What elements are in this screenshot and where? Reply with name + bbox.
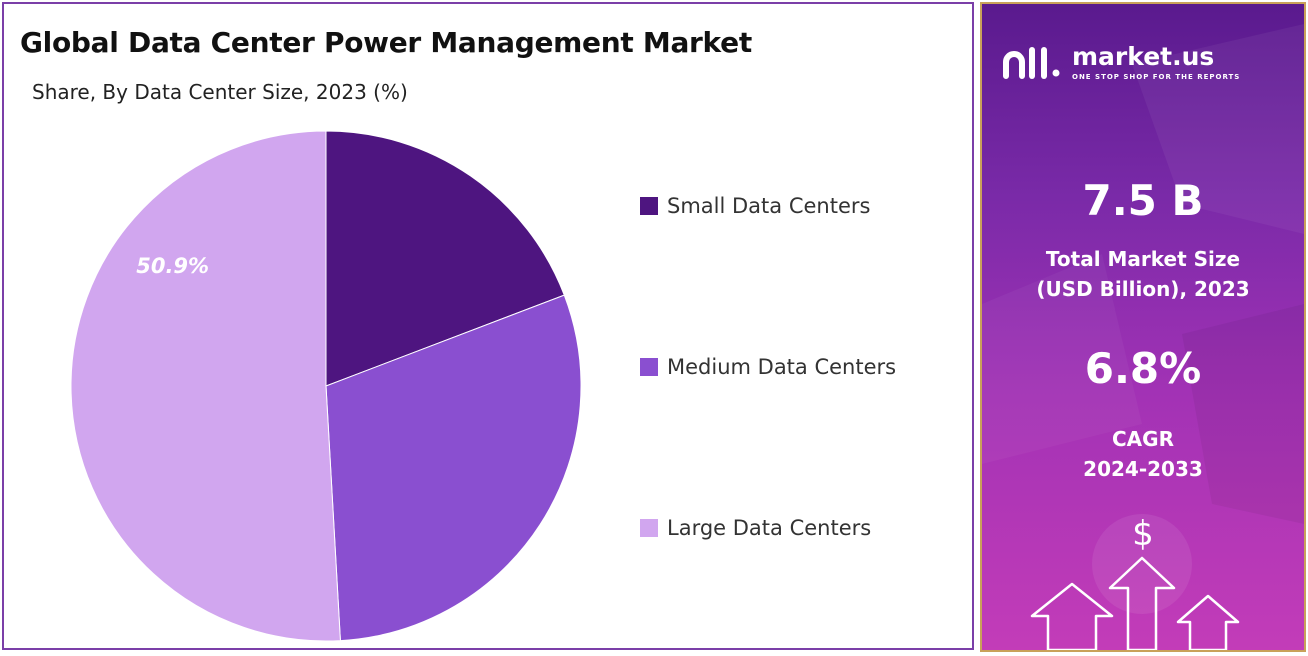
pie-chart: 50.9% [70, 130, 582, 642]
legend-label: Large Data Centers [667, 516, 872, 540]
market-size-label-line2: (USD Billion), 2023 [1036, 277, 1250, 301]
brand: market.us ONE STOP SHOP FOR THE REPORTS [1002, 42, 1240, 82]
chart-title: Global Data Center Power Management Mark… [20, 26, 752, 59]
legend-label: Small Data Centers [667, 194, 871, 218]
cagr-label: CAGR [1112, 427, 1174, 451]
brand-name: market.us [1072, 42, 1215, 71]
chart-panel: Global Data Center Power Management Mark… [2, 2, 974, 650]
market-size-value: 7.5 B [1082, 176, 1204, 225]
legend-item: Small Data Centers [640, 194, 870, 218]
legend-item: Large Data Centers [640, 516, 871, 540]
legend-item: Medium Data Centers [640, 355, 896, 379]
slice-data-label: 50.9% [136, 254, 209, 278]
dollar-icon: $ [1132, 514, 1154, 554]
marketus-logo-icon [1003, 47, 1060, 79]
up-arrow-icon [1030, 556, 1240, 650]
summary-panel: market.us ONE STOP SHOP FOR THE REPORTS … [980, 2, 1306, 652]
legend-swatch [640, 358, 658, 376]
market-size-label-line1: Total Market Size [1045, 247, 1241, 271]
background-decoration [982, 24, 1304, 614]
pie-slice-large-data-centers [70, 130, 341, 642]
pie-slice-small-data-centers [325, 130, 565, 387]
pie-slice-medium-data-centers [325, 294, 582, 642]
cagr-period: 2024-2033 [1083, 457, 1203, 481]
legend-swatch [640, 197, 658, 215]
legend-label: Medium Data Centers [667, 355, 897, 379]
brand-tagline: ONE STOP SHOP FOR THE REPORTS [1072, 73, 1241, 81]
legend-swatch [640, 519, 658, 537]
chart-subtitle: Share, By Data Center Size, 2023 (%) [32, 80, 408, 104]
cagr-value: 6.8% [1084, 344, 1202, 393]
